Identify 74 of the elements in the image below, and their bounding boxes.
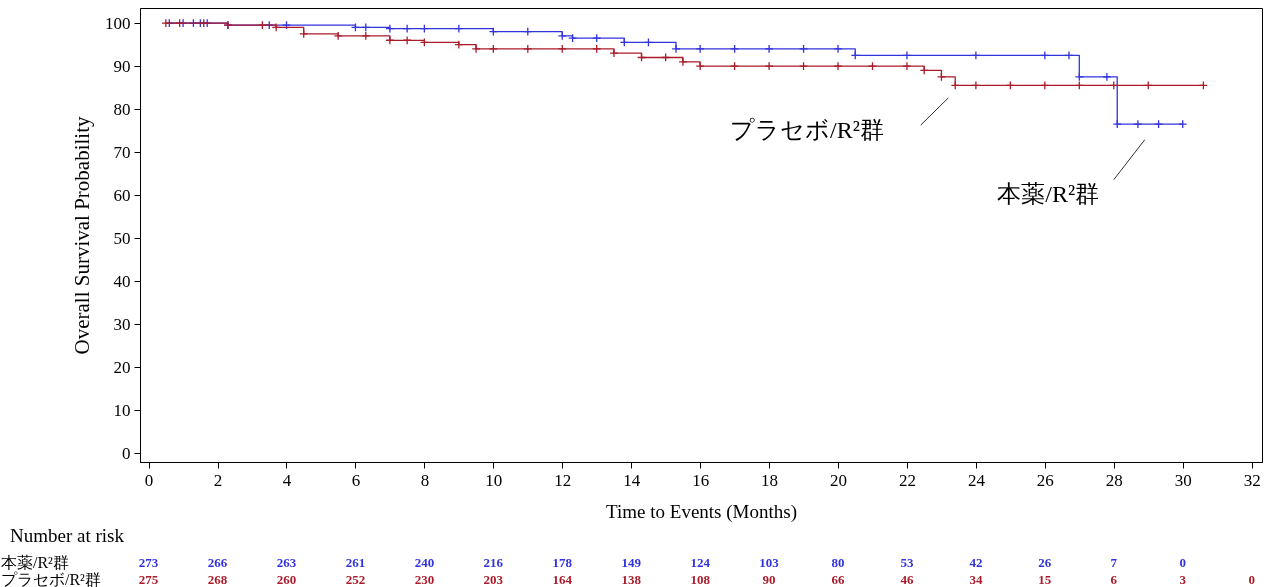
y-tick-label: 50 [113, 228, 131, 248]
text: 本薬/R²群 [997, 181, 1100, 208]
y-tick-label: 40 [113, 271, 131, 291]
y-tick-label: 10 [113, 400, 131, 420]
point [385, 24, 395, 34]
x-tick-label: 18 [761, 470, 779, 490]
point [799, 61, 809, 71]
text: 本薬/R²群 [1, 554, 69, 571]
x-tick-label: 24 [967, 470, 986, 490]
y-tick-label: 70 [113, 142, 131, 162]
x-tick-label: 32 [1243, 470, 1261, 490]
y-tick-label: 30 [113, 314, 131, 334]
point [902, 50, 912, 60]
x-axis-title: Time to Events (Months) [606, 500, 797, 523]
point [833, 61, 843, 71]
x-tick-label: 2 [213, 470, 223, 490]
point [1102, 72, 1112, 82]
point [361, 31, 371, 41]
x-tick-label: 4 [282, 470, 292, 490]
y-tick-label: 90 [113, 56, 131, 76]
x-tick-label: 6 [351, 470, 361, 490]
point [867, 61, 878, 71]
text: Number at risk [10, 525, 125, 546]
point [557, 44, 567, 54]
point [1133, 119, 1143, 129]
point [333, 31, 343, 41]
point [678, 57, 688, 67]
point [1064, 50, 1074, 60]
point [971, 80, 981, 90]
text: 273 266 263 261 240 216 178 149 124 103 80 53 42 26 7 0 [138, 555, 1186, 570]
text: 275 268 260 252 230 203 164 138 108 90 66 46 34 15 6 3 0 [138, 572, 1255, 587]
x-tick-label: 14 [623, 470, 641, 490]
point [385, 35, 395, 45]
x-tick-label: 12 [554, 470, 572, 490]
x-tick-label: 22 [898, 470, 916, 490]
point [764, 61, 774, 71]
y-tick-label: 80 [113, 99, 131, 119]
point [1074, 72, 1084, 82]
y-axis-title: Overall Survival Probability [70, 116, 94, 355]
point [488, 44, 498, 54]
y-tick-label: 0 [122, 443, 131, 463]
x-tick-label: 26 [1036, 470, 1054, 490]
x-tick-label: 30 [1174, 470, 1192, 490]
y-tick-label: 100 [105, 13, 131, 33]
y-tick-label: 60 [113, 185, 131, 205]
point [592, 44, 602, 54]
point [730, 44, 740, 54]
point [971, 50, 981, 60]
point [902, 61, 912, 71]
x-tick-label: 10 [485, 470, 503, 490]
point [557, 31, 567, 41]
point [764, 44, 774, 54]
point [568, 33, 578, 43]
series-label: プラセボ/R²群 [730, 116, 884, 143]
point [695, 44, 705, 54]
point [609, 48, 619, 58]
point [936, 72, 946, 82]
x-tick-label: 28 [1105, 470, 1123, 490]
point [471, 44, 481, 54]
text: プラセボ/R²群 [1, 571, 101, 587]
x-tick-label: 20 [830, 470, 848, 490]
x-tick-label: 16 [692, 470, 710, 490]
point [799, 44, 809, 54]
point [695, 61, 705, 71]
point [402, 35, 412, 45]
point [592, 33, 602, 43]
point [833, 44, 843, 54]
x-tick-label: 0 [144, 470, 154, 490]
y-tick-label: 20 [113, 357, 131, 377]
point [523, 44, 533, 54]
point [402, 24, 412, 34]
point [671, 44, 681, 54]
x-tick-label: 8 [420, 470, 430, 490]
point [730, 61, 740, 71]
